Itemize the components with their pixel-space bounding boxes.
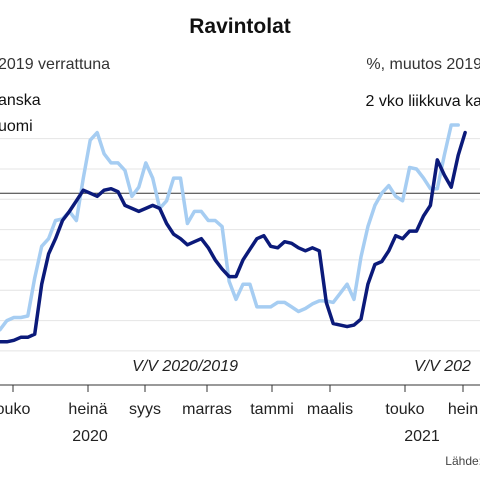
right-subtitle: %, muutos 2019 xyxy=(366,56,480,73)
chart-title: Ravintolat xyxy=(189,15,291,38)
year-label-2021: 2021 xyxy=(404,428,440,445)
x-tick-label-3: marras xyxy=(182,401,232,418)
period-label-2020: V/V 2020/2019 xyxy=(132,358,238,375)
series-line-suomi xyxy=(0,123,460,332)
legend-suomi: uomi xyxy=(0,118,33,135)
x-tick-label-5: maalis xyxy=(307,401,353,418)
legend-ranska: anska xyxy=(0,92,41,109)
x-tick-label-7: hein xyxy=(448,401,478,418)
x-tick-label-4: tammi xyxy=(250,401,294,418)
note-text: 2 vko liikkuva ka xyxy=(366,93,480,110)
left-subtitle: 2019 verrattuna xyxy=(0,56,110,73)
x-tick-label-2: syys xyxy=(129,401,161,418)
x-tick-label-0: ouko xyxy=(0,401,30,418)
x-tick-label-6: touko xyxy=(385,401,424,418)
legend: anska uomi xyxy=(0,92,41,135)
year-label-2020: 2020 xyxy=(72,428,108,445)
series-group xyxy=(0,123,467,344)
source-label: Lähde: xyxy=(445,454,480,468)
x-ticks: ouko heinä syys marras tammi maalis touko hein xyxy=(0,385,478,418)
x-tick-label-1: heinä xyxy=(68,401,107,418)
series-line-ranska xyxy=(0,130,467,344)
period-label-2021: V/V 202 xyxy=(414,358,471,375)
